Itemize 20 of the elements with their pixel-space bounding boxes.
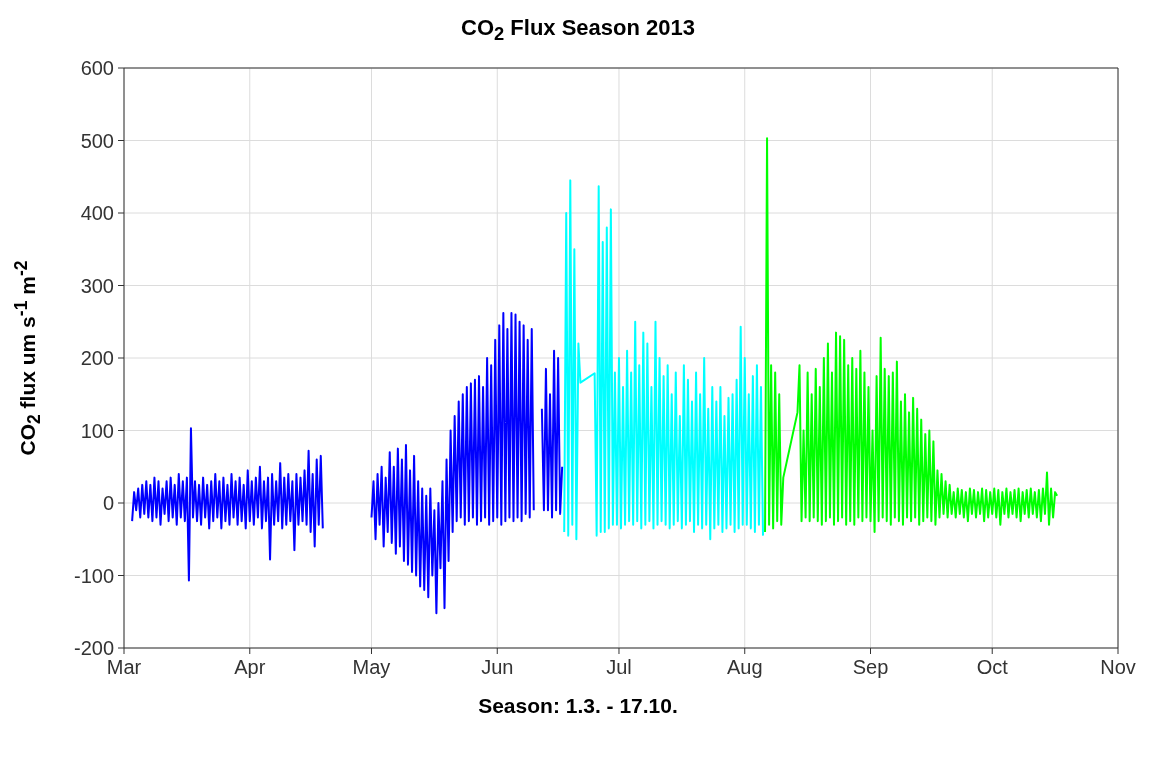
y-tick-label: 600 <box>80 57 114 80</box>
y-tick-label: 0 <box>102 492 114 515</box>
line-series <box>764 137 1059 533</box>
y-tick-label: 200 <box>80 347 114 370</box>
x-axis-title: Season: 1.3. - 17.10. <box>477 694 679 718</box>
y-tick-label: 400 <box>80 202 114 225</box>
y-tick-label: 300 <box>80 274 114 297</box>
y-tick-label: 100 <box>80 419 114 442</box>
x-tick-label: May <box>352 656 391 679</box>
y-tick-label: 500 <box>80 129 114 152</box>
line-series <box>563 179 764 541</box>
x-tick-label: Oct <box>976 656 1009 679</box>
x-tick-label: Jul <box>606 656 632 679</box>
x-tick-label: Aug <box>726 656 763 679</box>
x-tick-label: Nov <box>1100 656 1136 679</box>
chart-title: CO$_{2}$ Flux Season 2013 <box>460 14 696 47</box>
x-tick-label: Sep <box>852 656 889 679</box>
y-tick-label: -100 <box>73 564 114 587</box>
x-tick-label: Jun <box>481 656 514 679</box>
x-tick-label: Apr <box>234 656 266 679</box>
